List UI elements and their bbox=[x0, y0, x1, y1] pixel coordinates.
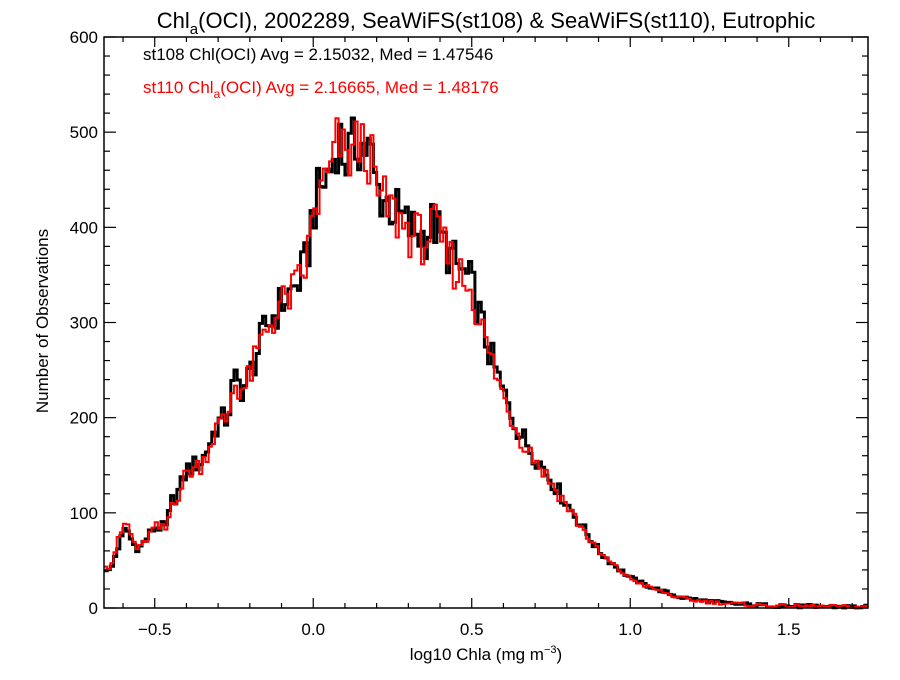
x-tick-label: 0.5 bbox=[460, 620, 484, 639]
y-tick-label: 200 bbox=[70, 409, 98, 428]
y-tick-label: 400 bbox=[70, 218, 98, 237]
plot-frame bbox=[103, 36, 869, 609]
x-tick-label: −0.5 bbox=[138, 620, 172, 639]
axis-ticks: −0.5 0.0 0.5 1.0 1.5 0 100 200 300 400 500 600 bbox=[70, 28, 868, 639]
annotation-st110: st110 Chla(OCI) Avg = 2.16665, Med = 1.4… bbox=[143, 78, 499, 101]
y-tick-label: 500 bbox=[70, 123, 98, 142]
x-tick-label: 1.0 bbox=[618, 620, 642, 639]
y-tick-label: 300 bbox=[70, 314, 98, 333]
x-axis-label: log10 Chla (mg m−3) bbox=[410, 644, 562, 664]
series-st110 bbox=[104, 117, 868, 609]
y-tick-label: 100 bbox=[70, 504, 98, 523]
y-tick-label: 600 bbox=[70, 28, 98, 47]
chart-title: Chla(OCI), 2002289, SeaWiFS(st108) & Sea… bbox=[157, 8, 815, 38]
y-tick-label: 0 bbox=[89, 599, 98, 618]
series-st108 bbox=[104, 116, 868, 610]
x-tick-label: 0.0 bbox=[301, 620, 325, 639]
annotation-st108: st108 Chl(OCI) Avg = 2.15032, Med = 1.47… bbox=[143, 45, 493, 64]
y-axis-label: Number of Observations bbox=[33, 229, 52, 413]
series-layer bbox=[104, 116, 868, 610]
x-tick-label: 1.5 bbox=[777, 620, 801, 639]
